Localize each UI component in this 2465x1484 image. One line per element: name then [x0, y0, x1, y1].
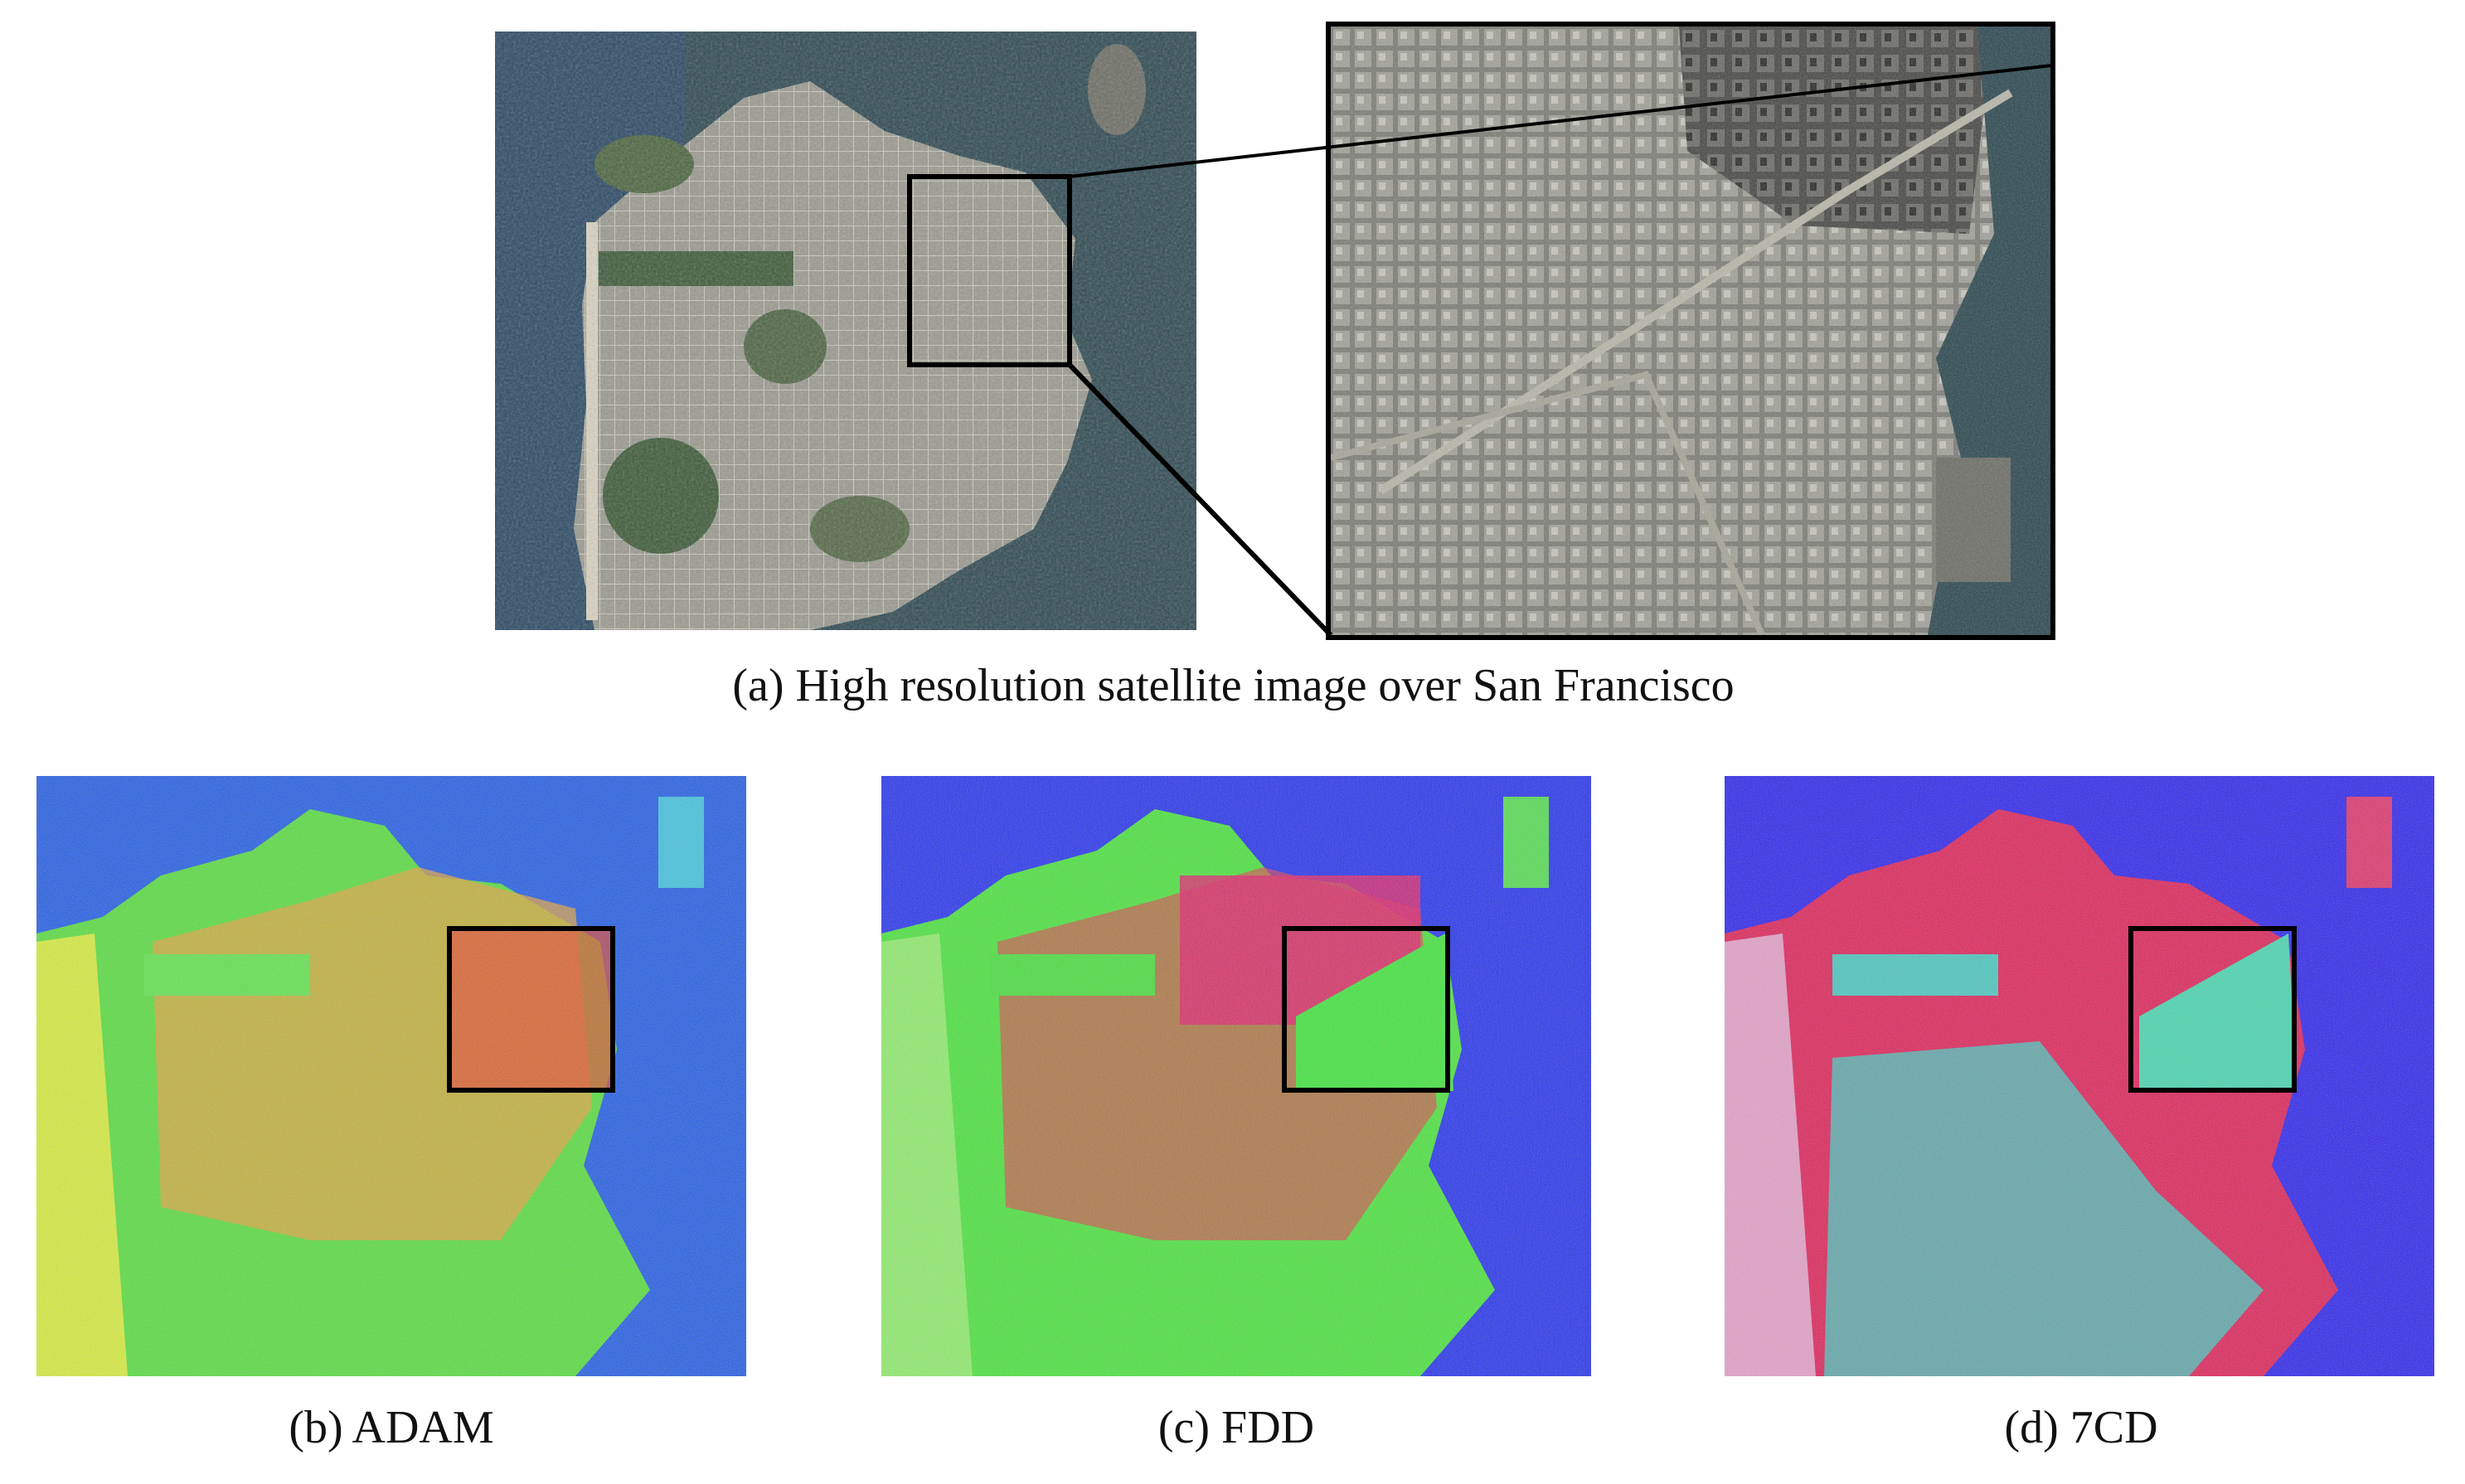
7cd-roi-box [2128, 926, 2297, 1093]
caption-a: (a) High resolution satellite image over… [732, 660, 1735, 711]
decomposition-map-7cd [1725, 776, 2434, 1376]
satellite-overview-image [495, 32, 1196, 630]
caption-c: (c) FDD [1157, 1402, 1315, 1453]
overview-roi-box [907, 174, 1072, 367]
decomposition-map-adam [36, 776, 746, 1376]
decomposition-map-fdd [881, 776, 1591, 1376]
caption-b: (b) ADAM [289, 1402, 494, 1453]
caption-d: (d) 7CD [2004, 1402, 2158, 1453]
satellite-zoom-image [1326, 22, 2055, 640]
adam-roi-box [447, 926, 615, 1093]
fdd-roi-box [1282, 926, 1450, 1093]
